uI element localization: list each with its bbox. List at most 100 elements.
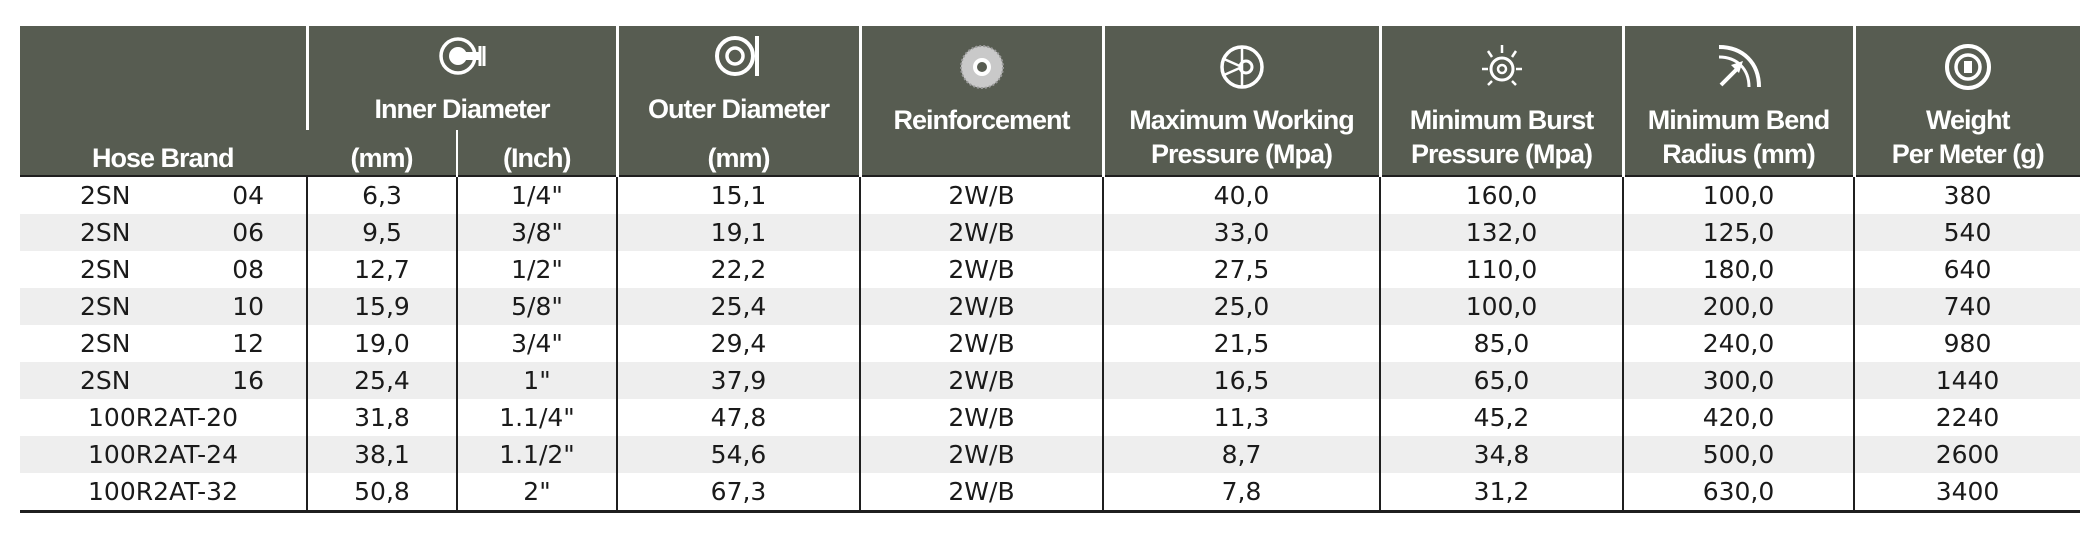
cell-weight: 3400 — [1853, 473, 2081, 513]
cell-hose-brand: 2SN 16 — [20, 362, 307, 399]
cell-max-working: 25,0 — [1102, 288, 1381, 325]
cell-inner-mm: 6,3 — [306, 175, 457, 214]
cell-min-bend: 630,0 — [1622, 473, 1855, 513]
cell-inner-inch: 1/4" — [455, 175, 618, 214]
cell-hose-brand: 2SN 12 — [20, 325, 307, 362]
col-weight: Weight Per Meter (g) — [1852, 26, 2081, 176]
col-outer-diameter: Outer Diameter — [615, 26, 861, 130]
cell-max-working: 16,5 — [1102, 362, 1381, 399]
size-label: 06 — [232, 218, 264, 247]
outer-diameter-icon — [714, 36, 759, 76]
cell-max-working: 40,0 — [1102, 175, 1381, 214]
cell-reinforcement: 2W/B — [859, 473, 1104, 513]
table-row: 2SN 16 25,4 1" 37,9 2W/B 16,5 65,0 300,0 1440 — [20, 362, 2081, 399]
cell-max-working: 8,7 — [1102, 436, 1381, 473]
cell-inner-inch: 5/8" — [455, 288, 618, 325]
cell-min-burst: 65,0 — [1379, 362, 1624, 399]
cell-max-working: 7,8 — [1102, 473, 1381, 513]
col-reinforcement: Reinforcement . — [858, 26, 1104, 176]
cell-weight: 2600 — [1853, 436, 2081, 473]
cell-reinforcement: 2W/B — [859, 362, 1104, 399]
size-label: 10 — [232, 292, 264, 321]
table-row: 100R2AT-32 50,8 2" 67,3 2W/B 7,8 31,2 630,0 3400 — [20, 473, 2081, 513]
table-row: 2SN 06 9,5 3/8" 19,1 2W/B 33,0 132,0 125,0 540 — [20, 214, 2081, 251]
cell-inner-mm: 9,5 — [306, 214, 457, 251]
cell-min-burst: 34,8 — [1379, 436, 1624, 473]
cell-min-bend: 180,0 — [1622, 251, 1855, 288]
cell-min-bend: 240,0 — [1622, 325, 1855, 362]
cell-inner-inch: 3/8" — [455, 214, 618, 251]
cell-max-working: 27,5 — [1102, 251, 1381, 288]
table-row: 2SN 08 12,7 1/2" 22,2 2W/B 27,5 110,0 180,0 640 — [20, 251, 2081, 288]
cell-hose-brand: 2SN 06 — [20, 214, 307, 251]
cell-min-bend: 100,0 — [1622, 175, 1855, 214]
cell-inner-inch: 3/4" — [455, 325, 618, 362]
reinforcement-icon — [959, 45, 1004, 89]
cell-reinforcement: 2W/B — [859, 214, 1104, 251]
size-label: 12 — [232, 329, 264, 358]
cell-reinforcement: 2W/B — [859, 175, 1104, 214]
table-row: 100R2AT-20 31,8 1.1/4" 47,8 2W/B 11,3 45,2 420,… — [20, 399, 2081, 436]
size-label: 16 — [232, 366, 264, 395]
brand-label: 2SN — [80, 181, 131, 210]
cell-weight: 740 — [1853, 288, 2081, 325]
cell-hose-brand: 2SN 08 — [20, 251, 307, 288]
cell-hose-brand: 100R2AT-24 — [20, 436, 307, 473]
cell-weight: 2240 — [1853, 399, 2081, 436]
cell-max-working: 33,0 — [1102, 214, 1381, 251]
cell-min-burst: 100,0 — [1379, 288, 1624, 325]
col-inner-mm: (mm) — [307, 130, 457, 176]
cell-max-working: 21,5 — [1102, 325, 1381, 362]
cell-min-burst: 160,0 — [1379, 175, 1624, 214]
table-row: 2SN 12 19,0 3/4" 29,4 2W/B 21,5 85,0 240,0 980 — [20, 325, 2081, 362]
col-hose-brand: Hose Brand — [20, 26, 307, 176]
cell-min-bend: 420,0 — [1622, 399, 1855, 436]
header-row: Hose Brand Inner Diameter — [20, 26, 2081, 176]
cell-inner-inch: 1/2" — [455, 251, 618, 288]
inner-diameter-icon — [439, 37, 486, 75]
cell-outer-mm: 67,3 — [616, 473, 861, 513]
cell-inner-mm: 12,7 — [306, 251, 457, 288]
cell-outer-mm: 22,2 — [616, 251, 861, 288]
header-subrow: (mm) (Inch) (mm) — [20, 130, 2080, 176]
cell-reinforcement: 2W/B — [859, 288, 1104, 325]
cell-min-bend: 200,0 — [1622, 288, 1855, 325]
brand-label: 2SN — [80, 292, 131, 321]
cell-inner-inch: 2" — [455, 473, 618, 513]
col-min-bend-radius: Minimum Bend Radius (mm) — [1621, 26, 1855, 176]
col-min-burst-pressure: Minimum Burst Pressure (Mpa) — [1378, 26, 1624, 176]
cell-min-bend: 500,0 — [1622, 436, 1855, 473]
cell-min-bend: 125,0 — [1622, 214, 1855, 251]
table-row: 2SN 10 15,9 5/8" 25,4 2W/B 25,0 100,0 200,0 740 — [20, 288, 2081, 325]
cell-inner-mm: 38,1 — [306, 436, 457, 473]
brand-label: 2SN — [80, 329, 131, 358]
cell-outer-mm: 47,8 — [616, 399, 861, 436]
cell-weight: 1440 — [1853, 362, 2081, 399]
cell-inner-mm: 31,8 — [306, 399, 457, 436]
table-row: 2SN 04 6,3 1/4" 15,1 2W/B 40,0 160,0 100,0 380 — [20, 175, 2081, 214]
cell-weight: 640 — [1853, 251, 2081, 288]
col-max-working-pressure: Maximum Working Pressure (Mpa) — [1101, 26, 1381, 176]
cell-outer-mm: 15,1 — [616, 175, 861, 214]
cell-inner-inch: 1" — [455, 362, 618, 399]
brand-label: 2SN — [80, 218, 131, 247]
bend-radius-icon — [1718, 45, 1761, 88]
cell-reinforcement: 2W/B — [859, 251, 1104, 288]
size-label: 08 — [232, 255, 264, 284]
cell-inner-mm: 50,8 — [306, 473, 457, 513]
col-inner-inch: (Inch) — [455, 130, 618, 176]
cell-weight: 380 — [1853, 175, 2081, 214]
cell-inner-inch: 1.1/2" — [455, 436, 618, 473]
cell-hose-brand: 100R2AT-32 — [20, 473, 307, 513]
cell-min-burst: 110,0 — [1379, 251, 1624, 288]
cell-reinforcement: 2W/B — [859, 436, 1104, 473]
weight-icon — [1944, 44, 1991, 90]
col-inner-diameter: Inner Diameter — [305, 26, 618, 130]
cell-inner-mm: 19,0 — [306, 325, 457, 362]
cell-hose-brand: 100R2AT-20 — [88, 403, 238, 432]
cell-min-burst: 31,2 — [1379, 473, 1624, 513]
table-body: 2SN 04 6,3 1/4" 15,1 2W/B 40,0 160,0 100,0 380 2SN… — [20, 175, 2081, 513]
cell-max-working: 11,3 — [1102, 399, 1381, 436]
table-row: 100R2AT-24 38,1 1.1/2" 54,6 2W/B 8,7 34,8 500,0… — [20, 436, 2081, 473]
cell-inner-mm: 25,4 — [306, 362, 457, 399]
